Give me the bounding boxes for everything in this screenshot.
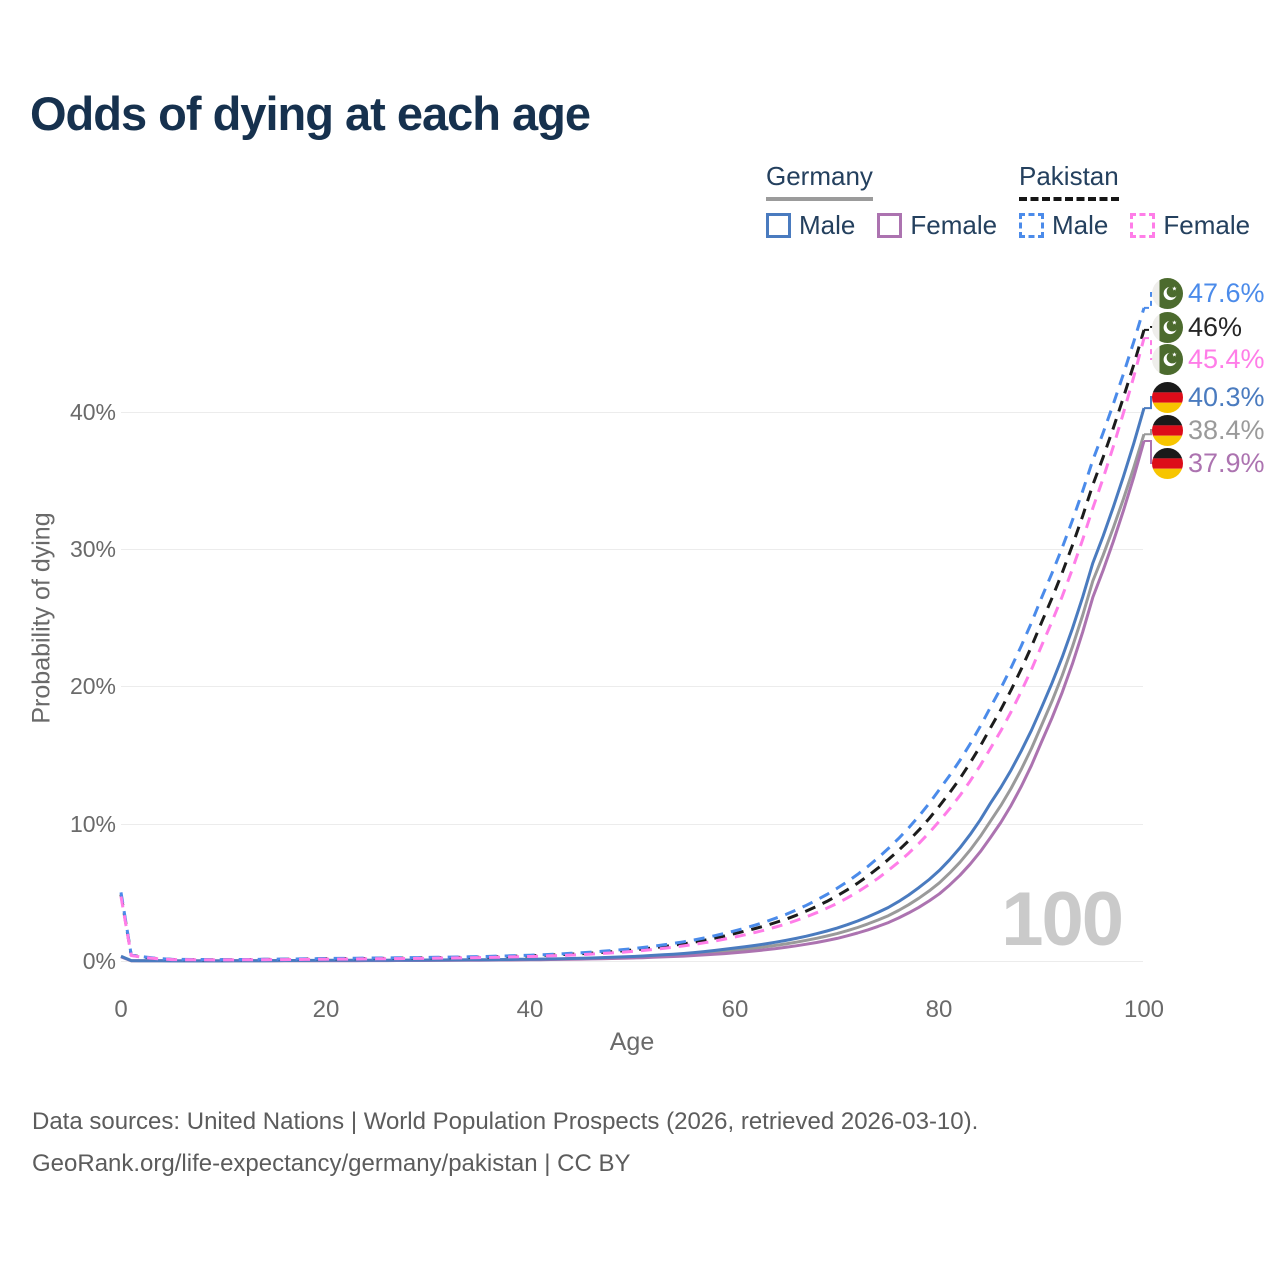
end-value: 40.3% — [1188, 382, 1265, 412]
gridline-20pct — [121, 686, 1143, 687]
germany-female-swatch-icon — [877, 213, 903, 238]
legend-item-pakistan-female[interactable]: Female — [1130, 210, 1250, 241]
pakistan-flag-icon — [1152, 312, 1183, 343]
x-tick: 100 — [1123, 996, 1165, 1023]
legend-country-germany: Germany — [766, 161, 873, 201]
legend-group-pakistan: Pakistan Male Female — [1019, 161, 1250, 241]
data-sources-text: Data sources: United Nations | World Pop… — [32, 1108, 979, 1135]
germany-male-swatch-icon — [766, 213, 791, 238]
x-tick: 80 — [925, 996, 953, 1023]
series-line-pakistan-female — [119, 337, 1146, 962]
series-line-germany-male — [120, 407, 1146, 963]
gridline-30pct — [121, 549, 1143, 550]
gridline-10pct — [121, 824, 1143, 825]
legend-country-pakistan: Pakistan — [1019, 161, 1119, 201]
gridline-0pct — [121, 961, 1143, 962]
y-tick: 40% — [69, 399, 116, 425]
series-line-germany-average — [120, 433, 1146, 963]
y-tick: 30% — [69, 536, 116, 562]
series-line-germany-female — [120, 440, 1146, 963]
hover-age-watermark: 100 — [1001, 877, 1124, 962]
end-value: 45.4% — [1188, 344, 1265, 374]
legend-label: Male — [1052, 210, 1109, 240]
germany-flag-icon — [1152, 448, 1183, 479]
pakistan-flag-icon — [1152, 278, 1183, 309]
end-label-pakistan-average: 46% — [1152, 312, 1242, 343]
x-tick: 60 — [721, 996, 749, 1023]
end-label-germany-average: 38.4% — [1152, 415, 1265, 446]
end-label-germany-female: 37.9% — [1152, 448, 1265, 479]
germany-flag-icon — [1152, 415, 1183, 446]
legend-label: Female — [910, 210, 998, 240]
x-tick: 20 — [312, 996, 340, 1023]
series-line-pakistan-average — [119, 329, 1146, 962]
legend-group-germany: Germany Male Female — [766, 161, 997, 241]
series-line-pakistan-male — [119, 307, 1146, 962]
attribution-link-text[interactable]: GeoRank.org/life-expectancy/germany/paki… — [32, 1150, 631, 1177]
end-value: 46% — [1188, 312, 1243, 342]
end-value: 37.9% — [1188, 448, 1265, 478]
end-label-pakistan-male: 47.6% — [1152, 278, 1265, 309]
end-label-pakistan-female: 45.4% — [1152, 344, 1265, 375]
end-value: 38.4% — [1188, 415, 1265, 445]
gridline-40pct — [121, 412, 1143, 413]
y-tick: 0% — [82, 948, 116, 974]
x-tick: 40 — [516, 996, 544, 1023]
end-label-germany-male: 40.3% — [1152, 382, 1265, 413]
x-axis-title: Age — [609, 1028, 655, 1056]
legend-item-pakistan-male[interactable]: Male — [1019, 210, 1108, 241]
y-axis-title: Probability of dying — [27, 512, 56, 724]
x-tick: 0 — [114, 996, 128, 1023]
pakistan-flag-icon — [1152, 344, 1183, 375]
pakistan-male-swatch-icon — [1019, 213, 1044, 238]
legend-label: Female — [1163, 210, 1251, 240]
legend-item-germany-male[interactable]: Male — [766, 210, 855, 241]
legend-label: Male — [799, 210, 856, 240]
page-title: Odds of dying at each age — [30, 87, 591, 140]
end-value: 47.6% — [1188, 278, 1265, 308]
germany-flag-icon — [1152, 382, 1183, 413]
pakistan-female-swatch-icon — [1130, 213, 1156, 238]
y-tick: 20% — [69, 673, 116, 699]
y-tick: 10% — [69, 811, 116, 837]
legend-item-germany-female[interactable]: Female — [877, 210, 997, 241]
